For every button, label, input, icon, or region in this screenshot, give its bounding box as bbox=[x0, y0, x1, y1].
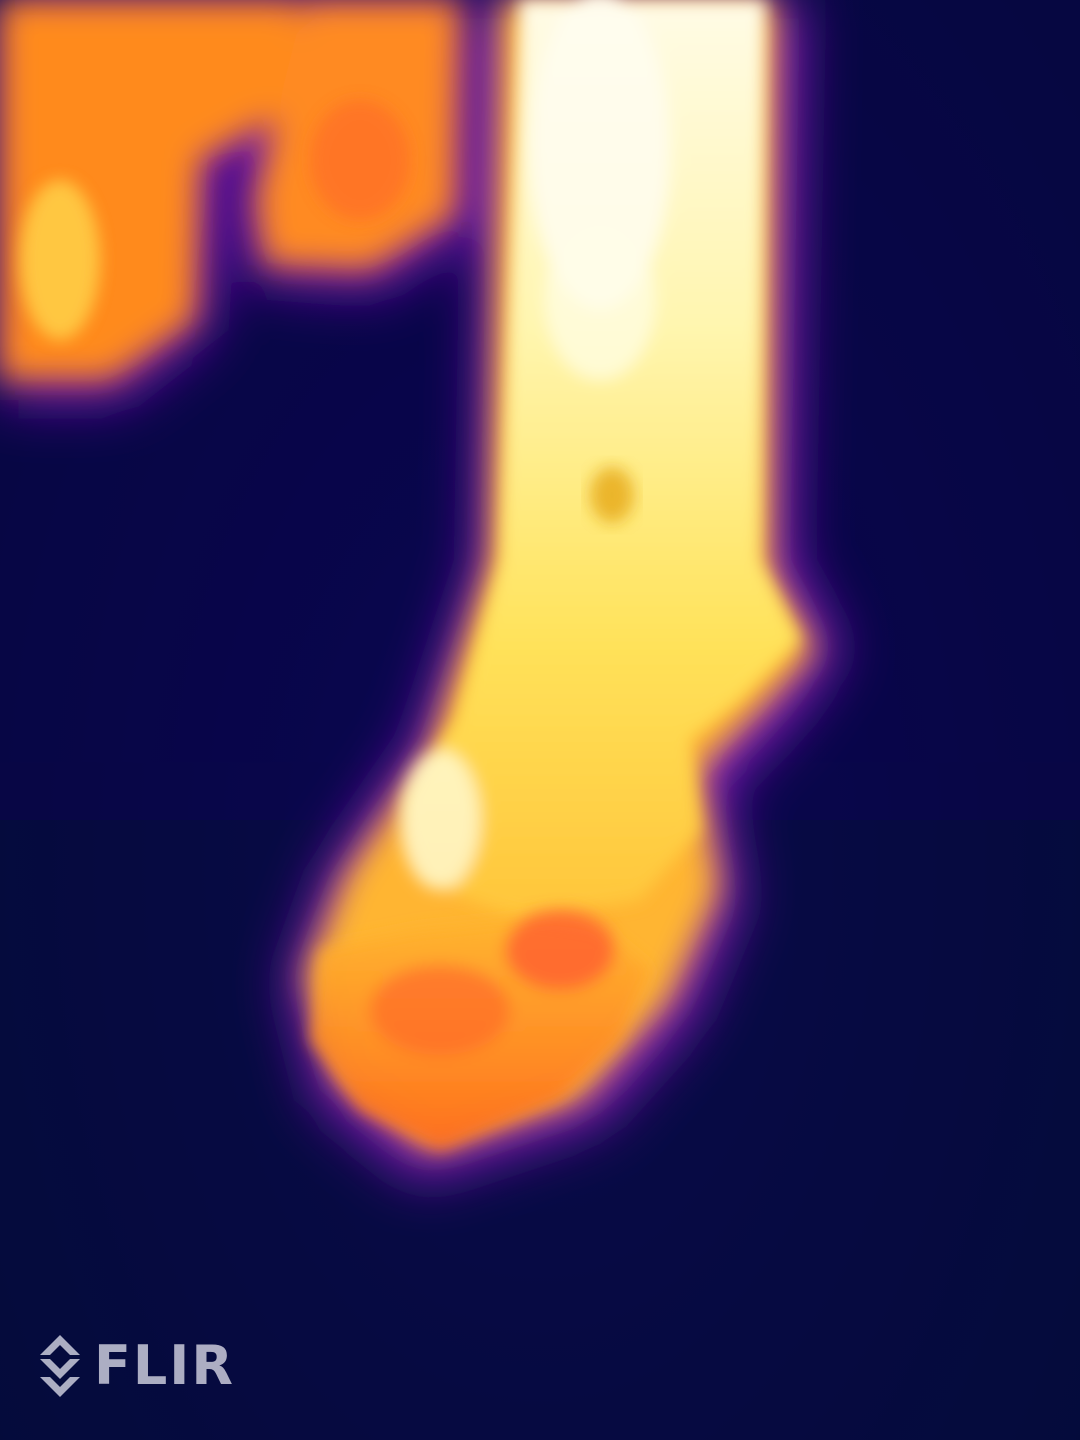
leg-hot-core bbox=[400, 0, 800, 920]
flir-watermark: FLIR bbox=[36, 1330, 235, 1402]
flir-diamond-icon bbox=[40, 1335, 80, 1397]
leg-cool-spot bbox=[590, 467, 634, 523]
flir-wordmark: FLIR bbox=[94, 1334, 235, 1397]
hoof bbox=[310, 910, 650, 1150]
left-legs-highlights bbox=[20, 100, 410, 340]
